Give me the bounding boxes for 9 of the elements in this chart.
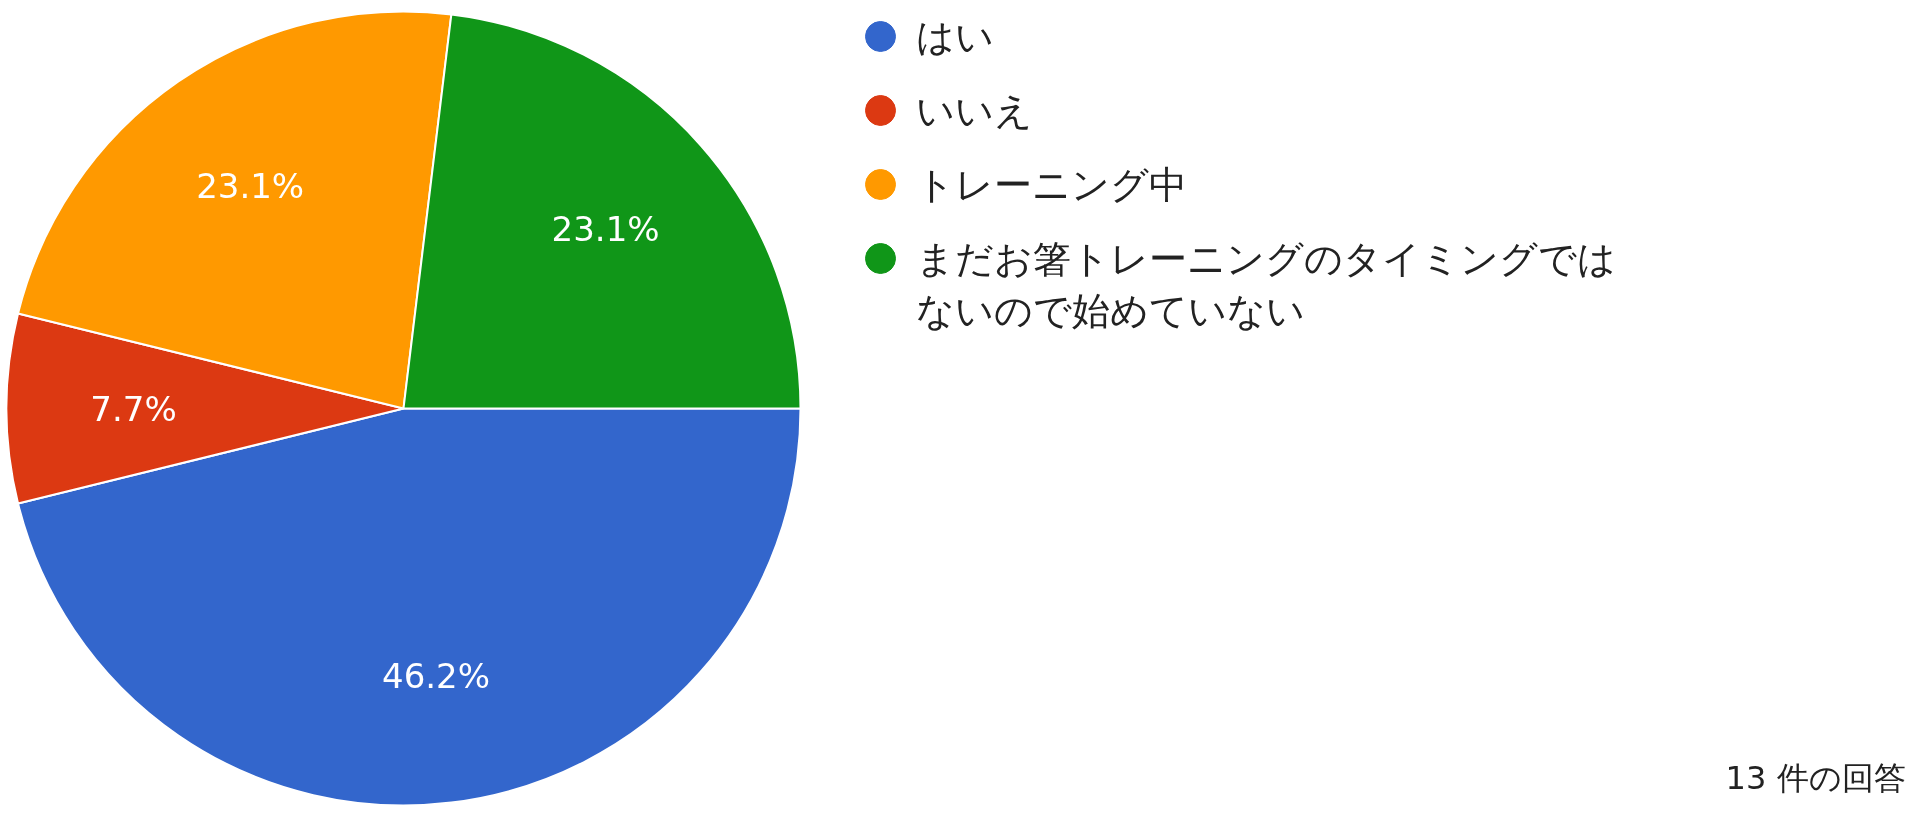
- data-label: 23.1%: [551, 209, 660, 250]
- legend-label: トレーニング中: [915, 162, 1187, 207]
- data-label: 7.7%: [90, 388, 177, 429]
- data-label: 23.1%: [196, 166, 305, 207]
- text: 13 件の回答: [1725, 758, 1906, 797]
- data-label: 46.2%: [382, 656, 491, 697]
- legend-label: いいえ: [915, 88, 1033, 133]
- legend-label: まだお箸トレーニングのタイミングではないので始めていない: [915, 236, 1616, 333]
- legend-label: はい: [915, 14, 994, 59]
